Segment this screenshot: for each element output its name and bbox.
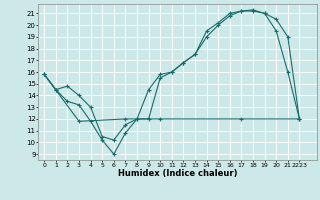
X-axis label: Humidex (Indice chaleur): Humidex (Indice chaleur): [118, 169, 237, 178]
